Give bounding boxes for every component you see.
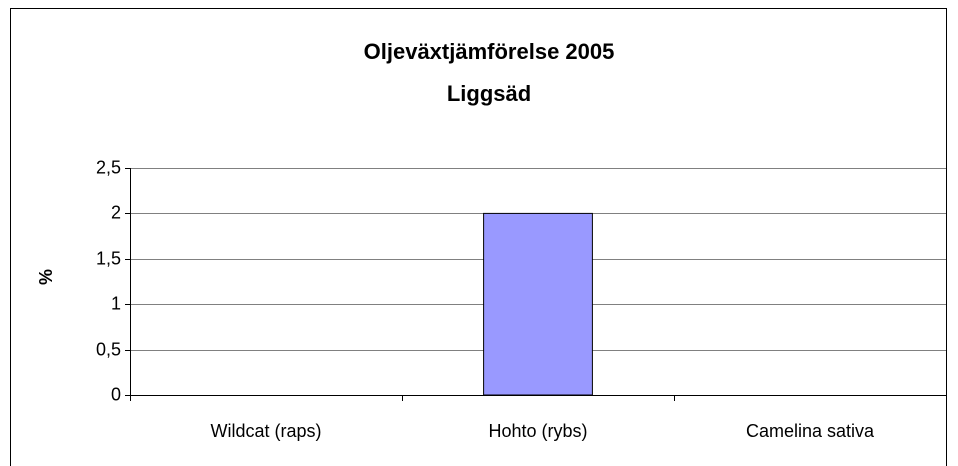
y-tick-label: 1,5 <box>96 248 121 268</box>
bar <box>483 212 593 396</box>
y-axis-label: % <box>36 269 56 285</box>
y-tick-label: 2,5 <box>96 157 121 177</box>
y-tick-label: 0,5 <box>96 339 121 359</box>
y-tick-label: 0 <box>111 384 121 404</box>
chart-subtitle: Liggsäd <box>447 81 531 106</box>
x-tick-label: Wildcat (raps) <box>210 421 321 441</box>
y-tick-label: 2 <box>111 202 121 222</box>
x-tick-label: Camelina sativa <box>746 421 875 441</box>
x-tick-label: Hohto (rybs) <box>488 421 587 441</box>
chart-title: Oljeväxtjämförelse 2005 <box>364 39 615 64</box>
y-tick-label: 1 <box>111 293 121 313</box>
